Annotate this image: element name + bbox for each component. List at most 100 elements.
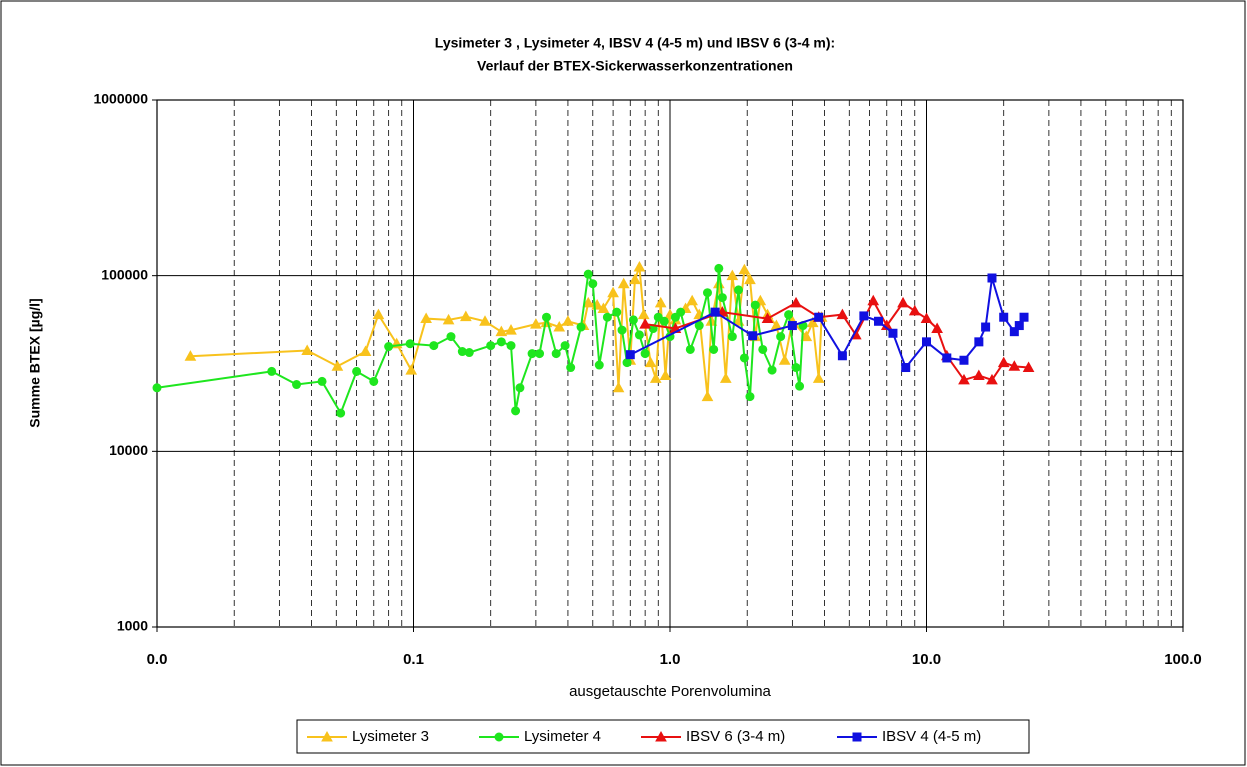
marker [628, 315, 638, 325]
marker [750, 300, 760, 310]
marker [859, 311, 869, 321]
marker [659, 316, 669, 326]
marker [874, 316, 884, 326]
marker [553, 321, 566, 332]
marker [429, 341, 439, 351]
marker [1022, 361, 1035, 373]
y-axis-label: Summe BTEX [µg/l] [27, 298, 43, 427]
marker [795, 381, 805, 391]
marker [644, 356, 657, 368]
marker [267, 366, 277, 376]
marker [778, 354, 791, 365]
marker [152, 383, 162, 393]
marker [694, 321, 704, 331]
marker [920, 312, 933, 324]
marker [535, 349, 545, 359]
marker [717, 293, 727, 303]
marker [701, 390, 714, 402]
marker [959, 355, 969, 365]
marker [709, 344, 719, 354]
marker [597, 302, 610, 314]
marker [446, 332, 456, 342]
marker [685, 344, 695, 354]
legend-label: Lysimeter 4 [524, 728, 601, 745]
marker [352, 366, 362, 376]
marker [897, 296, 909, 308]
marker [997, 356, 1010, 368]
marker [837, 351, 847, 361]
marker [511, 406, 521, 416]
marker [640, 349, 650, 359]
x-tick-label: 0.1 [403, 651, 424, 668]
chart-subtitle: Verlauf der BTEX-Sickerwasserkonzentrati… [477, 58, 793, 74]
marker [625, 350, 635, 360]
y-tick-label: 100000 [101, 266, 148, 282]
marker [659, 369, 672, 381]
marker [582, 296, 595, 308]
marker [184, 350, 197, 361]
legend-label: IBSV 6 (3-4 m) [686, 728, 785, 745]
marker [867, 294, 880, 306]
marker [612, 307, 622, 317]
marker [617, 325, 627, 335]
marker [405, 339, 415, 349]
marker [622, 358, 632, 368]
marker [655, 730, 667, 742]
marker [541, 312, 551, 322]
marker [986, 373, 998, 385]
marker [460, 310, 472, 322]
x-tick-label: 0.0 [147, 651, 168, 668]
marker [726, 269, 739, 281]
marker [527, 349, 537, 359]
marker [767, 365, 777, 375]
marker [748, 331, 758, 341]
marker [576, 322, 586, 332]
marker [1019, 312, 1029, 322]
marker [761, 312, 774, 324]
marker [617, 277, 630, 289]
marker [987, 273, 997, 283]
marker [639, 318, 651, 329]
marker [515, 383, 525, 393]
marker [676, 307, 686, 317]
marker [464, 348, 474, 358]
marker [686, 294, 699, 306]
marker [908, 304, 921, 316]
marker [727, 332, 737, 342]
marker [602, 312, 612, 322]
marker [784, 310, 794, 320]
marker [901, 363, 911, 373]
marker [566, 363, 576, 373]
marker [1009, 327, 1019, 337]
marker [714, 263, 724, 273]
plot-border [156, 99, 1184, 628]
marker [505, 324, 517, 335]
marker [974, 337, 984, 347]
marker [719, 372, 732, 383]
chart-title: Lysimeter 3 , Lysimeter 4, IBSV 4 (4-5 m… [435, 35, 835, 51]
x-axis-label: ausgetauschte Porenvolumina [569, 683, 771, 700]
marker [702, 288, 712, 298]
marker [321, 730, 333, 742]
marker [317, 376, 327, 386]
marker [405, 364, 418, 375]
marker [442, 313, 455, 325]
marker [958, 373, 970, 385]
marker [758, 344, 768, 354]
marker [739, 353, 749, 363]
marker [486, 341, 496, 351]
marker [744, 273, 756, 285]
marker [560, 341, 570, 351]
marker [633, 260, 646, 272]
marker [506, 341, 516, 351]
marker [942, 353, 952, 363]
legend-label: IBSV 4 (4-5 m) [882, 728, 981, 745]
x-tick-label: 100.0 [1164, 651, 1202, 668]
marker [787, 321, 797, 331]
marker [420, 312, 432, 324]
marker [1008, 360, 1021, 371]
marker [738, 263, 751, 275]
x-tick-label: 1.0 [660, 651, 681, 668]
marker [551, 349, 561, 359]
